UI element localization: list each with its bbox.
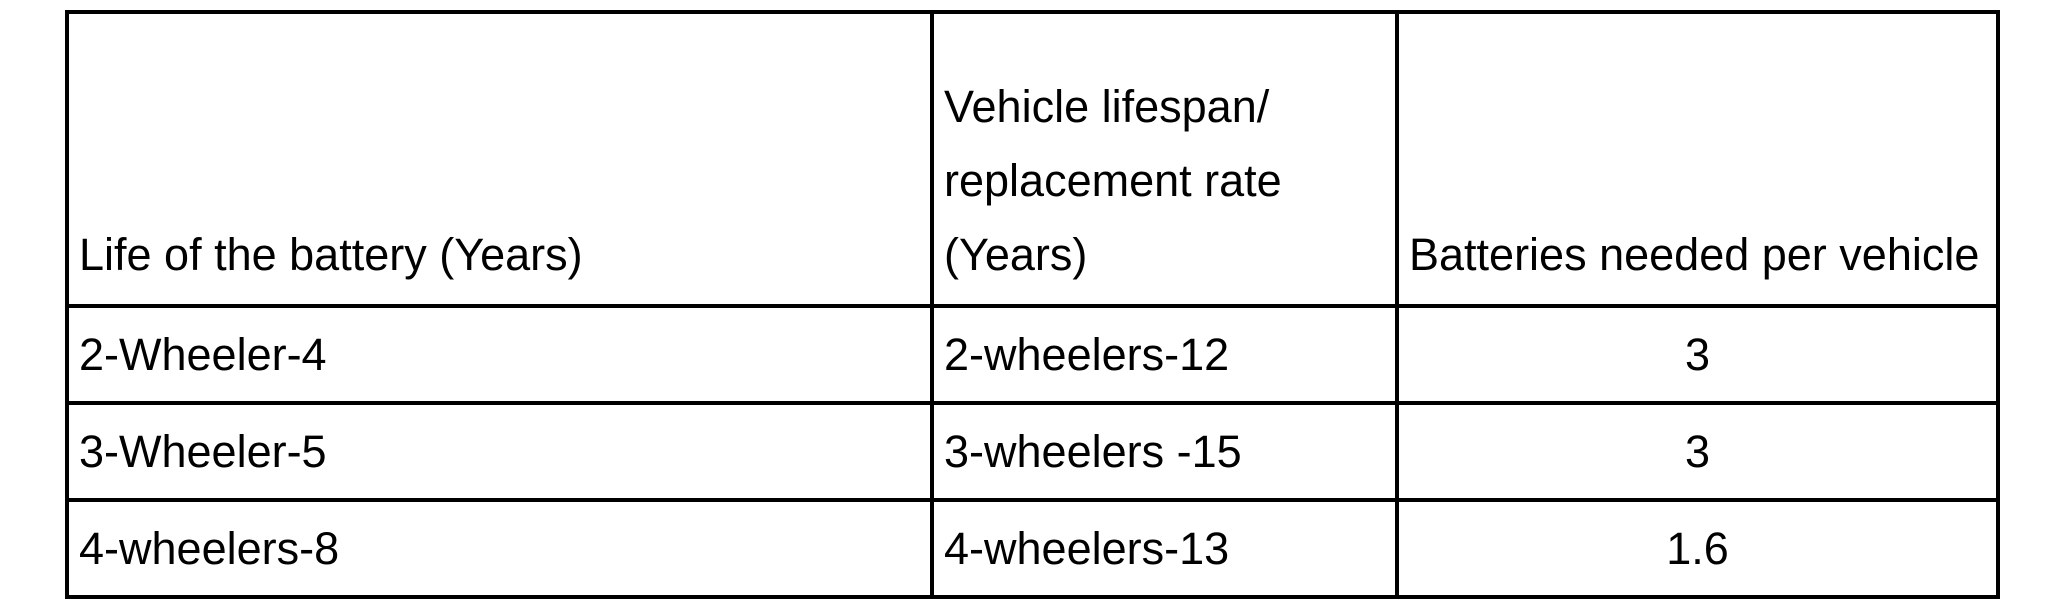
table-header: Life of the battery (Years) Vehicle life… <box>65 10 2000 308</box>
table-row: 2-Wheeler-4 2-wheelers-12 3 <box>65 304 2000 405</box>
battery-table: Life of the battery (Years) Vehicle life… <box>65 10 2000 599</box>
header-cell-vehicle-lifespan: Vehicle lifespan/ replacement rate (Year… <box>930 10 1399 308</box>
cell-battery-life: 2-Wheeler-4 <box>65 304 934 405</box>
cell-vehicle-lifespan: 2-wheelers-12 <box>930 304 1399 405</box>
header-cell-batteries-needed: Batteries needed per vehicle <box>1395 10 2000 308</box>
table-row: 3-Wheeler-5 3-wheelers -15 3 <box>65 401 2000 502</box>
cell-batteries-needed: 3 <box>1395 304 2000 405</box>
header-cell-battery-life: Life of the battery (Years) <box>65 10 934 308</box>
table-row: 4-wheelers-8 4-wheelers-13 1.6 <box>65 498 2000 599</box>
header-row: Life of the battery (Years) Vehicle life… <box>65 10 2000 308</box>
battery-table-container: Life of the battery (Years) Vehicle life… <box>65 10 2000 599</box>
table-body: 2-Wheeler-4 2-wheelers-12 3 3-Wheeler-5 … <box>65 304 2000 599</box>
cell-vehicle-lifespan: 3-wheelers -15 <box>930 401 1399 502</box>
cell-battery-life: 4-wheelers-8 <box>65 498 934 599</box>
cell-battery-life: 3-Wheeler-5 <box>65 401 934 502</box>
cell-batteries-needed: 3 <box>1395 401 2000 502</box>
cell-batteries-needed: 1.6 <box>1395 498 2000 599</box>
cell-vehicle-lifespan: 4-wheelers-13 <box>930 498 1399 599</box>
